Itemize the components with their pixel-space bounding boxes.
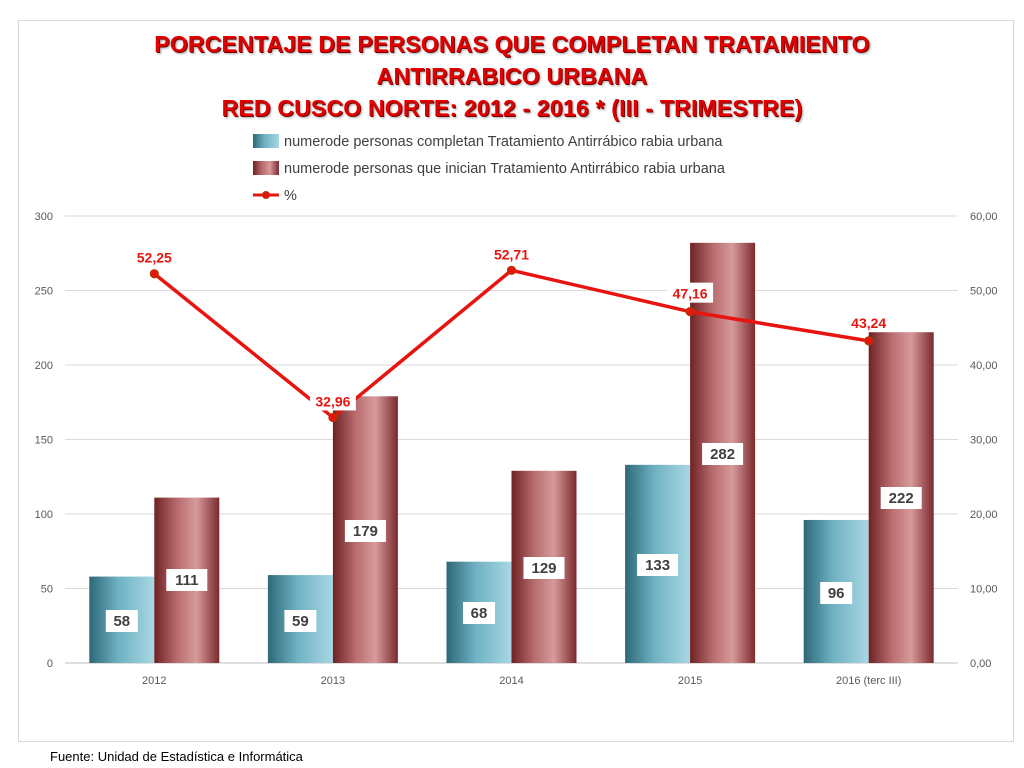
percent-label-box bbox=[845, 311, 892, 332]
percent-label-text: 52,25 bbox=[137, 250, 172, 266]
data-label: 111 bbox=[166, 569, 208, 591]
left-axis-tick-label: 50 bbox=[41, 584, 53, 596]
chart-legend: numerode personas completan Tratamiento … bbox=[253, 134, 726, 204]
data-label-text: 59 bbox=[292, 613, 309, 630]
percent-marker bbox=[685, 307, 695, 317]
left-axis-tick-label: 0 bbox=[47, 658, 53, 670]
percent-label-text: 47,16 bbox=[673, 286, 708, 302]
legend-swatch-completan bbox=[253, 134, 279, 148]
chart-title-line-2: ANTIRRABICO URBANA bbox=[376, 63, 648, 89]
x-axis-tick-label: 2013 bbox=[321, 675, 345, 687]
data-label-box bbox=[105, 610, 138, 632]
data-label: 282 bbox=[702, 443, 744, 465]
chart-bars bbox=[89, 242, 934, 663]
right-axis-tick-label: 60,00 bbox=[970, 211, 998, 223]
percent-label-box bbox=[309, 390, 356, 411]
right-axis-tick-label: 30,00 bbox=[970, 435, 998, 447]
data-label-text: 133 bbox=[645, 557, 670, 574]
chart-data-labels: 58 111 59 179 68 129 133 282 96 222 52,25 32,96 52,7… bbox=[105, 243, 922, 632]
data-label-box bbox=[523, 557, 565, 579]
percent-marker bbox=[149, 269, 159, 279]
chart-title-line-3: RED CUSCO NORTE: 2012 - 2016 * (III - TR… bbox=[221, 95, 803, 121]
source-footnote: Fuente: Unidad de Estadística e Informát… bbox=[50, 749, 303, 764]
legend-swatch-inician bbox=[253, 161, 279, 175]
data-label-box bbox=[463, 602, 495, 624]
percent-label-text: 43,24 bbox=[851, 315, 886, 331]
data-label-text: 96 bbox=[828, 585, 845, 602]
chart-title-line-1: PORCENTAJE DE PERSONAS QUE COMPLETAN TRA… bbox=[154, 31, 870, 57]
data-label: 179 bbox=[344, 520, 386, 542]
data-label-text: 129 bbox=[531, 560, 556, 577]
percent-marker bbox=[864, 336, 874, 346]
percent-label: 52,71 bbox=[488, 243, 535, 264]
percent-label-box bbox=[488, 243, 535, 264]
left-axis-tick-label: 150 bbox=[35, 435, 53, 447]
x-axis-tick-label: 2014 bbox=[499, 675, 523, 687]
legend-label: numerode personas completan Tratamiento … bbox=[284, 134, 723, 150]
chart-line bbox=[149, 265, 874, 423]
percent-marker bbox=[506, 265, 517, 275]
data-label-box bbox=[820, 582, 853, 604]
x-axis-tick-label: 2012 bbox=[142, 675, 166, 687]
data-label-text: 282 bbox=[710, 446, 735, 463]
left-axis-tick-label: 250 bbox=[35, 286, 53, 298]
percent-label: 43,24 bbox=[845, 311, 892, 332]
data-label-box bbox=[880, 487, 922, 509]
chart-axes: 0 50 100 150 200 250 300 0,00 10,00 20,00 30,00 40,… bbox=[35, 211, 998, 687]
data-label-text: 68 bbox=[471, 605, 488, 622]
data-label-box bbox=[344, 520, 386, 542]
right-axis-tick-label: 10,00 bbox=[970, 584, 998, 596]
percent-label: 47,16 bbox=[667, 282, 714, 303]
percent-marker bbox=[328, 412, 338, 423]
x-axis-tick-label: 2015 bbox=[678, 675, 702, 687]
legend-label: numerode personas que inician Tratamient… bbox=[284, 161, 726, 177]
data-label-text: 222 bbox=[889, 490, 914, 507]
data-label: 59 bbox=[284, 610, 317, 632]
left-axis-tick-label: 300 bbox=[35, 211, 53, 223]
legend-marker-percent bbox=[262, 191, 270, 199]
x-axis-tick-label: 2016 (terc III) bbox=[836, 675, 901, 687]
left-axis-tick-label: 200 bbox=[35, 360, 53, 372]
percent-label: 52,25 bbox=[137, 250, 172, 266]
data-label: 133 bbox=[637, 554, 679, 576]
percent-label: 32,96 bbox=[309, 390, 356, 411]
data-label-box bbox=[637, 554, 679, 576]
percent-line bbox=[153, 268, 869, 420]
data-label-text: 179 bbox=[353, 523, 378, 540]
percent-label-box bbox=[667, 282, 714, 303]
data-label: 96 bbox=[820, 582, 853, 604]
left-axis-tick-label: 100 bbox=[35, 509, 53, 521]
right-axis-tick-label: 40,00 bbox=[970, 360, 998, 372]
data-label-text: 58 bbox=[113, 613, 130, 630]
data-label: 129 bbox=[523, 557, 565, 579]
data-label-box bbox=[284, 610, 317, 632]
percent-label-text: 32,96 bbox=[315, 393, 350, 409]
data-label-box bbox=[702, 443, 744, 465]
data-label: 68 bbox=[463, 602, 495, 624]
percent-label-text: 52,71 bbox=[494, 246, 529, 262]
legend-label: % bbox=[284, 188, 297, 204]
right-axis-tick-label: 50,00 bbox=[970, 286, 998, 298]
right-axis-tick-label: 0,00 bbox=[970, 658, 991, 670]
data-label-box bbox=[166, 569, 208, 591]
right-axis-tick-label: 20,00 bbox=[970, 509, 998, 521]
data-label: 58 bbox=[105, 610, 138, 632]
data-label-text: 111 bbox=[175, 572, 198, 589]
data-label: 222 bbox=[880, 487, 922, 509]
